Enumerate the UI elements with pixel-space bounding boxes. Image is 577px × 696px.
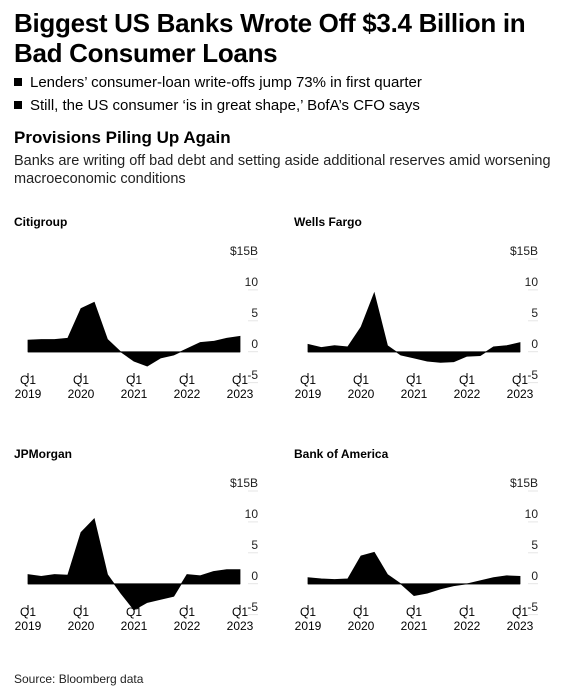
bullet: Lenders’ consumer-loan write-offs jump 7… [14,74,422,91]
y-tick-label: $15B [510,476,538,490]
subtitle: Banks are writing off bad debt and setti… [14,153,551,187]
chart-title: Provisions Piling Up Again [14,128,231,147]
y-tick-label: -5 [527,368,538,382]
x-tick-label: Q1 2022 [173,605,201,633]
panel-title: JPMorgan [14,447,72,461]
y-tick-label: $15B [230,244,258,258]
y-tick-label: -5 [247,600,258,614]
x-tick-label: Q1 2021 [400,373,428,401]
x-tick-label: Q1 2019 [294,373,322,401]
area [27,518,241,611]
y-tick-label: 0 [251,569,258,583]
x-tick-label: Q1 2023 [226,373,254,401]
y-tick-label: 10 [245,275,259,289]
y-tick-label: 5 [531,306,538,320]
y-tick-label: $15B [510,244,538,258]
x-tick-label: Q1 2022 [173,373,201,401]
y-tick-label: -5 [247,368,258,382]
area [307,291,521,363]
y-tick-label: 5 [251,306,258,320]
y-tick-label: 10 [525,507,539,521]
area [27,301,241,367]
y-tick-label: 0 [531,569,538,583]
x-tick-label: Q1 2022 [453,373,481,401]
source: Source: Bloomberg data [14,672,144,686]
y-tick-label: -5 [527,600,538,614]
panel-title: Bank of America [294,447,389,461]
x-tick-label: Q1 2020 [347,373,375,401]
panel-title: Citigroup [14,215,67,229]
y-tick-label: $15B [230,476,258,490]
x-tick-label: Q1 2019 [14,605,42,633]
area [307,551,521,597]
x-tick-label: Q1 2020 [347,605,375,633]
x-tick-label: Q1 2023 [226,605,254,633]
x-tick-label: Q1 2019 [294,605,322,633]
headline: Biggest US Banks Wrote Off $3.4 Billion … [14,8,526,68]
x-tick-label: Q1 2020 [67,605,95,633]
x-tick-label: Q1 2021 [120,605,148,633]
y-tick-label: 0 [531,337,538,351]
panel-title: Wells Fargo [294,215,362,229]
x-tick-label: Q1 2023 [506,373,534,401]
x-tick-label: Q1 2022 [453,605,481,633]
x-tick-label: Q1 2021 [400,605,428,633]
y-tick-label: 10 [245,507,259,521]
y-tick-label: 10 [525,275,539,289]
x-tick-label: Q1 2020 [67,373,95,401]
x-tick-label: Q1 2021 [120,373,148,401]
x-tick-label: Q1 2023 [506,605,534,633]
y-tick-label: 0 [251,337,258,351]
y-tick-label: 5 [251,538,258,552]
y-tick-label: 5 [531,538,538,552]
x-tick-label: Q1 2019 [14,373,42,401]
bullet: Still, the US consumer ‘is in great shap… [14,97,420,114]
